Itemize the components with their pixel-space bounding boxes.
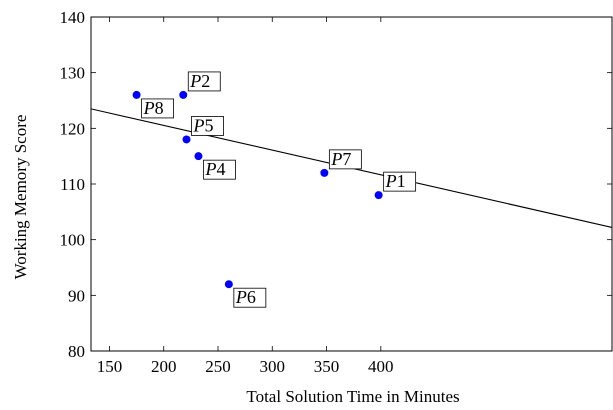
x-tick-label: 400 <box>368 357 394 376</box>
point-label-group: P2 <box>187 71 221 92</box>
x-tick-label: 250 <box>205 357 231 376</box>
point-label: P2 <box>189 71 210 91</box>
point-label: P7 <box>330 149 351 169</box>
y-tick-label: 90 <box>68 286 85 305</box>
data-point <box>179 90 188 99</box>
point-label-box <box>191 116 224 136</box>
plot-frame <box>90 16 613 352</box>
y-tick-label: 130 <box>60 64 86 83</box>
point-label-box <box>328 149 362 170</box>
y-tick-label: 140 <box>60 8 86 27</box>
data-point <box>194 152 203 161</box>
point-label-group: P4 <box>203 159 236 180</box>
data-point <box>320 168 329 177</box>
data-point <box>224 280 233 289</box>
x-tick-label: 200 <box>151 357 177 376</box>
point-label: P4 <box>204 159 225 179</box>
point-label: P5 <box>193 115 214 135</box>
y-tick-label: 120 <box>60 119 86 138</box>
point-label-box <box>233 287 267 308</box>
data-point <box>182 135 191 144</box>
x-tick-label: 300 <box>260 357 286 376</box>
point-label: P6 <box>235 287 256 307</box>
data-point <box>374 191 383 200</box>
point-label-box <box>187 71 221 92</box>
point-label-group: P5 <box>191 115 224 136</box>
point-label-group: P1 <box>383 171 417 192</box>
y-tick-label: 80 <box>68 342 85 361</box>
point-label-box <box>383 171 417 192</box>
point-label-group: P8 <box>141 98 174 119</box>
x-axis-label: Total Solution Time in Minutes <box>246 387 459 406</box>
x-tick-label: 150 <box>97 357 123 376</box>
point-label-group: P7 <box>328 149 362 170</box>
y-tick-label: 110 <box>60 175 85 194</box>
point-label-group: P6 <box>233 287 267 308</box>
y-axis-label: Working Memory Score <box>11 115 30 280</box>
x-tick-label: 350 <box>314 357 340 376</box>
point-label: P1 <box>385 171 406 191</box>
data-point <box>132 90 141 99</box>
plot-area: 150 200 250 300 350 400 80 90 100 110 120 130 140 P1 P… <box>60 8 613 376</box>
point-label-box <box>141 98 174 119</box>
y-tick-label: 100 <box>60 231 86 250</box>
point-label: P8 <box>143 98 164 118</box>
point-label-box <box>203 159 236 180</box>
